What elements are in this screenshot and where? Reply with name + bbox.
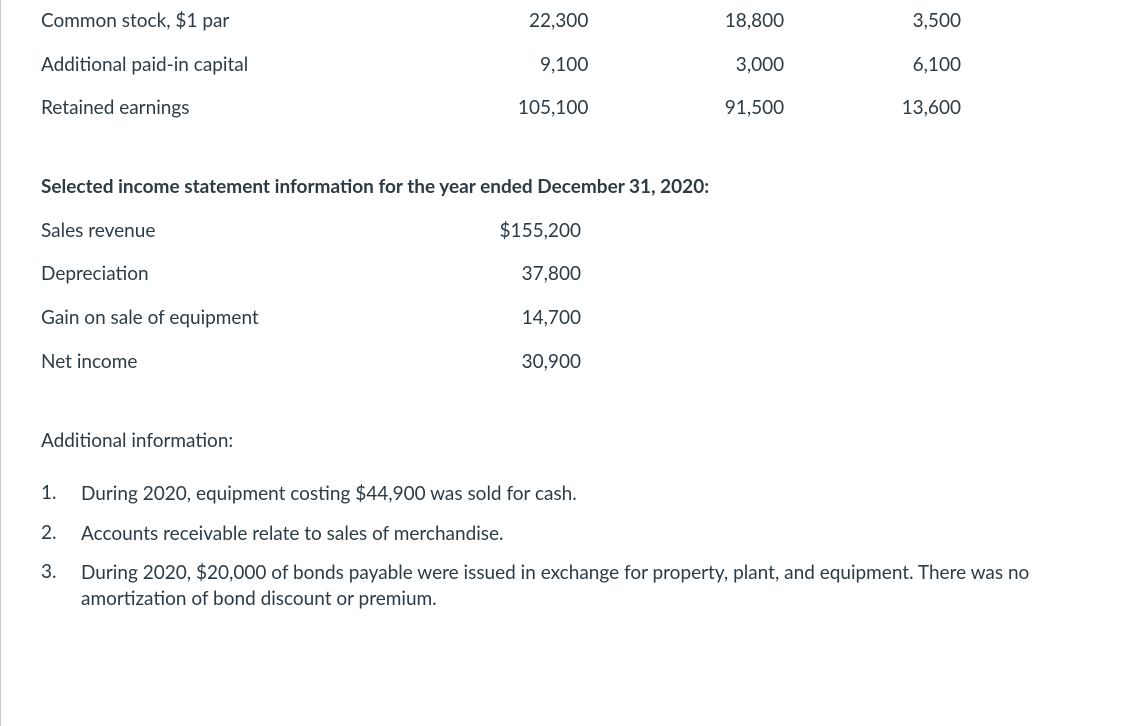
cell: $155,200 [409, 210, 581, 254]
list-item: 3. During 2020, $20,000 of bonds payable… [41, 560, 1125, 611]
table-row: Depreciation 37,800 [41, 253, 581, 297]
cell: 14,700 [409, 297, 581, 341]
table-row: Retained earnings 105,100 91,500 13,600 [41, 87, 961, 131]
row-label: Common stock, $1 par [41, 0, 413, 44]
list-number: 1. [41, 481, 81, 506]
page-content: Common stock, $1 par 22,300 18,800 3,500… [0, 0, 1125, 726]
additional-info-heading: Additional information: [41, 429, 1125, 454]
cell: 30,900 [409, 341, 581, 385]
cell: 18,800 [588, 0, 784, 44]
list-item: 1. During 2020, equipment costing $44,90… [41, 481, 1125, 507]
cell: 6,100 [784, 44, 961, 88]
cell: 13,600 [784, 87, 961, 131]
table-row: Common stock, $1 par 22,300 18,800 3,500 [41, 0, 961, 44]
cell: 3,000 [588, 44, 784, 88]
list-text: During 2020, $20,000 of bonds payable we… [81, 560, 1125, 611]
row-label: Gain on sale of equipment [41, 297, 409, 341]
row-label: Sales revenue [41, 210, 409, 254]
table-row: Additional paid-in capital 9,100 3,000 6… [41, 44, 961, 88]
list-text: During 2020, equipment costing $44,900 w… [81, 481, 1125, 507]
equity-table: Common stock, $1 par 22,300 18,800 3,500… [41, 0, 961, 131]
cell: 3,500 [784, 0, 961, 44]
list-number: 3. [41, 560, 81, 585]
cell: 22,300 [413, 0, 589, 44]
list-number: 2. [41, 521, 81, 546]
table-row: Sales revenue $155,200 [41, 210, 581, 254]
row-label: Retained earnings [41, 87, 413, 131]
cell: 37,800 [409, 253, 581, 297]
cell: 91,500 [588, 87, 784, 131]
additional-info-list: 1. During 2020, equipment costing $44,90… [41, 481, 1125, 612]
row-label: Depreciation [41, 253, 409, 297]
income-section-heading: Selected income statement information fo… [41, 175, 1125, 200]
list-text: Accounts receivable relate to sales of m… [81, 521, 1125, 547]
row-label: Net income [41, 341, 409, 385]
row-label: Additional paid-in capital [41, 44, 413, 88]
cell: 9,100 [413, 44, 589, 88]
table-row: Net income 30,900 [41, 341, 581, 385]
cell: 105,100 [413, 87, 589, 131]
table-row: Gain on sale of equipment 14,700 [41, 297, 581, 341]
income-table: Sales revenue $155,200 Depreciation 37,8… [41, 210, 581, 385]
list-item: 2. Accounts receivable relate to sales o… [41, 521, 1125, 547]
